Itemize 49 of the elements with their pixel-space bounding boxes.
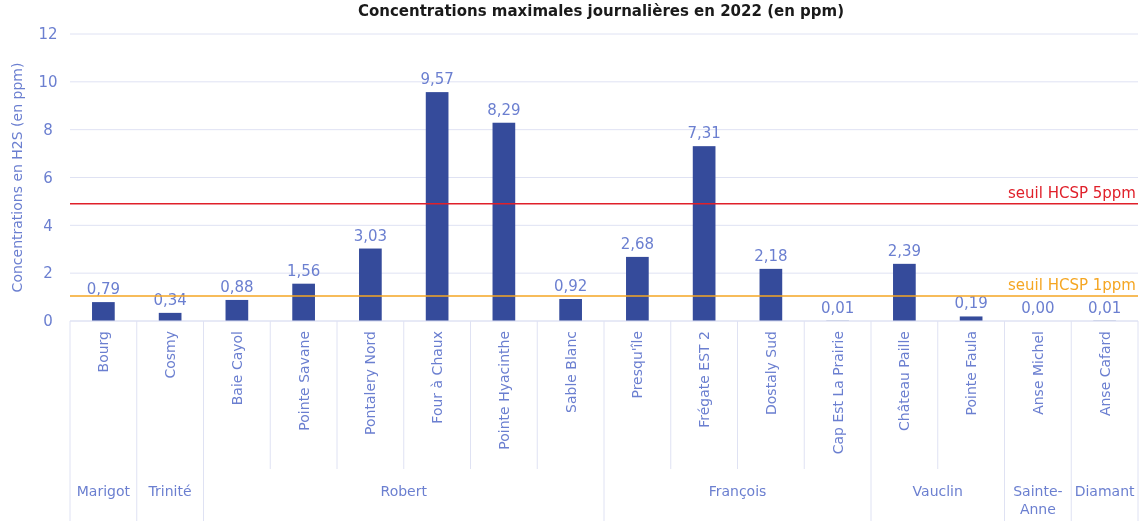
chart-title: Concentrations maximales journalières en 2022 (en ppm): [357, 2, 845, 20]
y-tick-label: 0: [43, 312, 53, 331]
x-tick-label: Pontalery Nord: [362, 331, 379, 435]
x-tick-label: Dostaly Sud: [762, 331, 779, 415]
x-tick-label: Sable Blanc: [562, 331, 579, 413]
data-label: 1,56: [286, 261, 321, 280]
x-tick-label: Anse Michel: [1029, 331, 1046, 415]
text: Trinité: [147, 483, 192, 499]
data-label: 0,01: [820, 298, 855, 317]
x-tick-label: Château Paille: [896, 331, 913, 431]
x-tick-label: Baie Cayol: [228, 331, 245, 406]
data-label: 0,19: [954, 294, 988, 313]
text: François: [708, 483, 767, 499]
data-label: 2,39: [887, 241, 922, 260]
text: Diamant: [1074, 483, 1136, 499]
data-label: 7,31: [687, 124, 721, 143]
x-tick-label: Cosmy: [162, 331, 179, 379]
ref-line-label: seuil HCSP 1ppm: [1008, 275, 1136, 294]
data-label: 8,29: [487, 100, 521, 119]
x-tick-label: Frégate EST 2: [696, 331, 713, 428]
y-tick-label: 4: [43, 216, 53, 235]
y-tick-label: 2: [43, 264, 53, 283]
y-tick-label: 6: [43, 168, 53, 187]
data-label: 0,00: [1021, 299, 1055, 317]
x-tick-label: Bourg: [95, 331, 112, 373]
data-label: 0,88: [220, 277, 254, 296]
data-label: 0,79: [86, 280, 121, 299]
text: Robert: [380, 483, 428, 499]
x-tick-label: Anse Cafard: [1096, 331, 1113, 417]
y-axis-title: Concentrations en H2S (en ppm): [9, 62, 25, 293]
text: Vauclin: [912, 483, 963, 499]
x-tick-label: Cap Est La Prairie: [829, 331, 846, 455]
data-label: 0,01: [1087, 298, 1122, 317]
data-label: 3,03: [353, 226, 388, 245]
text: Sainte-Anne: [1013, 483, 1063, 517]
y-tick-label: 12: [38, 25, 58, 44]
x-tick-label: Pointe Faula: [963, 331, 980, 416]
data-label: 2,18: [754, 246, 788, 265]
ref-line-label: seuil HCSP 5ppm: [1008, 183, 1136, 202]
x-tick-label: Presqu'île: [629, 331, 646, 399]
y-tick-label: 8: [43, 120, 53, 139]
data-label: 2,68: [620, 234, 655, 253]
x-tick-label: Four à Chaux: [429, 331, 446, 424]
text: Marigot: [76, 483, 131, 499]
data-label: 0,92: [553, 277, 588, 295]
y-tick-label: 10: [38, 73, 58, 92]
data-label: 9,57: [420, 70, 454, 89]
x-tick-label: Pointe Savane: [295, 331, 312, 431]
x-tick-label: Pointe Hyacinthe: [495, 331, 512, 450]
